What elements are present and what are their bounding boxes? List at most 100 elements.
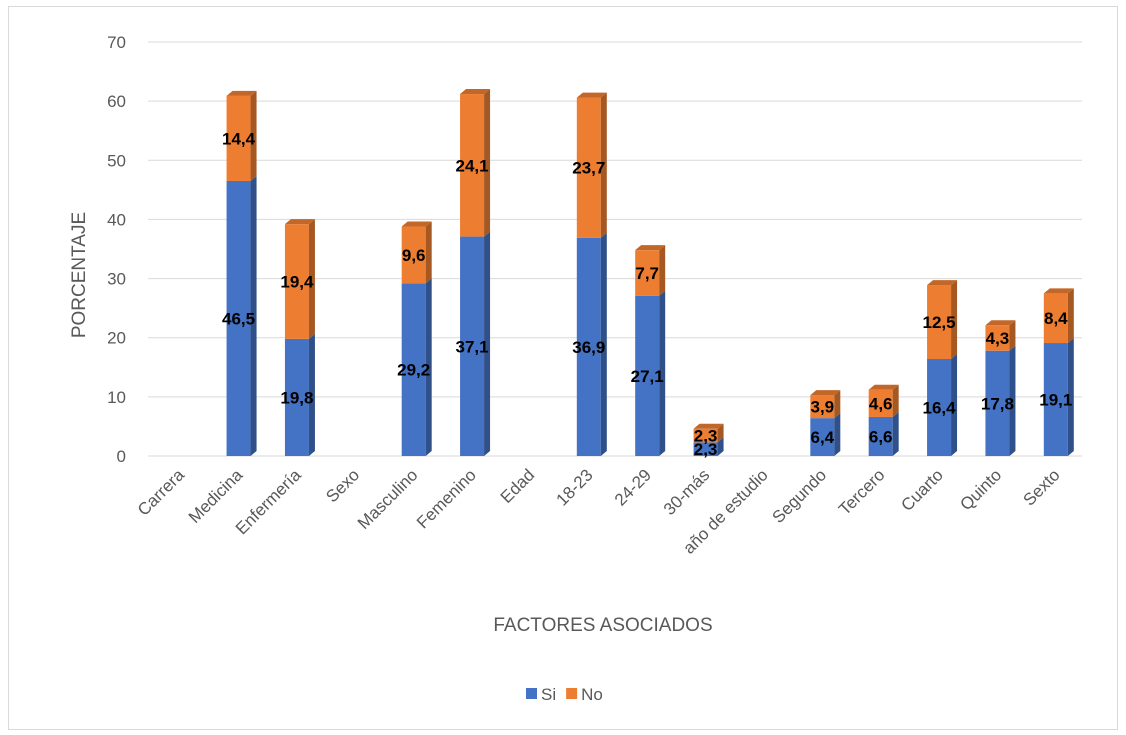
bar-top-no [927, 280, 958, 286]
bar-segment-no [1043, 293, 1068, 344]
bar-top-no [810, 390, 841, 396]
y-tick-label: 50 [107, 151, 126, 170]
bar-top-no [868, 384, 899, 390]
y-tick-label: 40 [107, 210, 126, 229]
bar-side-si [1067, 338, 1074, 456]
bar-segment-si [460, 236, 485, 456]
x-tick-label: Cuarto [897, 465, 947, 515]
data-label-no: 24,1 [456, 156, 489, 175]
bar-side-si [892, 411, 899, 456]
bar-side-no [484, 89, 491, 237]
bar-segment-si [693, 442, 718, 456]
data-label-no: 8,4 [1044, 309, 1068, 328]
x-tick-label: Sexo [322, 465, 363, 506]
legend-label: Si [541, 685, 556, 704]
bar-segment-si [985, 350, 1010, 456]
bar-top-no [460, 89, 491, 95]
y-tick-label: 30 [107, 270, 126, 289]
bar-side-no [892, 384, 899, 417]
data-label-no: 12,5 [923, 313, 956, 332]
bar-segment-si [635, 295, 660, 456]
data-label-si: 46,5 [222, 309, 255, 328]
bar-side-si [484, 231, 491, 456]
x-tick-label: Medicina [185, 465, 247, 527]
bar-side-si [834, 413, 841, 456]
y-axis-title: PORCENTAJE [69, 212, 90, 338]
data-label-no: 23,7 [572, 159, 605, 178]
x-axis-title: FACTORES ASOCIADOS [493, 615, 712, 636]
bar-top-no [284, 219, 315, 225]
bar-side-no [1067, 288, 1074, 344]
data-label-no: 4,3 [986, 329, 1010, 348]
bar-segment-no [927, 285, 952, 360]
bar-side-si [425, 278, 432, 456]
data-label-si: 17,8 [981, 394, 1014, 413]
data-label-no: 14,4 [222, 129, 256, 148]
bar-segment-no [868, 389, 893, 417]
bar-top-no [985, 320, 1016, 326]
bar-segment-si [284, 338, 309, 456]
x-tick-label: Femenino [413, 465, 480, 532]
bar-side-no [834, 390, 841, 419]
y-tick-label: 70 [107, 33, 126, 52]
bar-segment-no [985, 325, 1010, 351]
data-label-si: 36,9 [572, 338, 605, 357]
legend-swatch [566, 688, 578, 699]
bar-segment-no [635, 250, 660, 296]
bar-top-no [576, 92, 607, 98]
x-tick-label: Tercero [835, 465, 889, 519]
bar-side-si [250, 175, 257, 456]
x-tick-label: 30-más [660, 465, 714, 519]
bar-segment-no [810, 395, 835, 419]
bar-top-no [635, 245, 666, 251]
bar-side-si [600, 232, 607, 456]
bar-segment-no [401, 226, 426, 284]
x-tick-label: Segundo [769, 465, 831, 527]
y-tick-label: 10 [107, 388, 126, 407]
y-tick-label: 20 [107, 329, 126, 348]
bar-segment-no [284, 224, 309, 339]
data-label-si: 6,6 [869, 427, 893, 446]
legend: Si No [526, 685, 603, 704]
legend-label: No [581, 685, 603, 704]
bar-top-no [401, 221, 432, 227]
data-label-si: 19,1 [1039, 391, 1072, 410]
bar-segment-no [693, 428, 718, 443]
bar-side-si [951, 354, 958, 456]
bar-top-no [226, 90, 257, 96]
bar-side-no [1009, 320, 1016, 351]
x-tick-label: 24-29 [611, 465, 655, 509]
bar-top-no [1043, 288, 1074, 294]
data-label-no: 4,6 [869, 394, 893, 413]
data-label-no: 2,3 [694, 427, 718, 446]
bar-segment-no [576, 97, 601, 238]
bar-segment-si [401, 283, 426, 456]
bar-top-no [693, 423, 724, 429]
bar-side-si [308, 333, 315, 456]
bars [226, 89, 1074, 456]
data-label-si: 37,1 [456, 337, 489, 356]
data-label-si: 16,4 [923, 399, 957, 418]
x-tick-label: Masculino [354, 465, 422, 533]
data-label-no: 7,7 [635, 264, 659, 283]
bar-side-no [659, 245, 666, 296]
data-label-si: 2,3 [694, 440, 718, 459]
data-label-si: 19,8 [280, 388, 313, 407]
bar-segment-no [226, 95, 251, 181]
bar-side-no [250, 90, 257, 181]
bar-segment-si [226, 180, 251, 456]
bar-side-no [600, 92, 607, 238]
bar-side-si [717, 437, 724, 456]
data-label-no: 9,6 [402, 246, 426, 265]
bar-side-no [951, 280, 958, 360]
data-labels: 46,5 14,4 19,8 19,4 29,2 9,6 37,1 24,1 36,9 23,7 2… [222, 129, 1072, 459]
x-tick-label: Sexto [1019, 465, 1063, 509]
y-tick-label: 0 [117, 447, 126, 466]
legend-swatch [526, 688, 537, 699]
bar-side-si [1009, 345, 1016, 456]
bar-segment-si [576, 237, 601, 456]
y-tick-label: 60 [107, 92, 126, 111]
bar-side-no [717, 423, 724, 443]
